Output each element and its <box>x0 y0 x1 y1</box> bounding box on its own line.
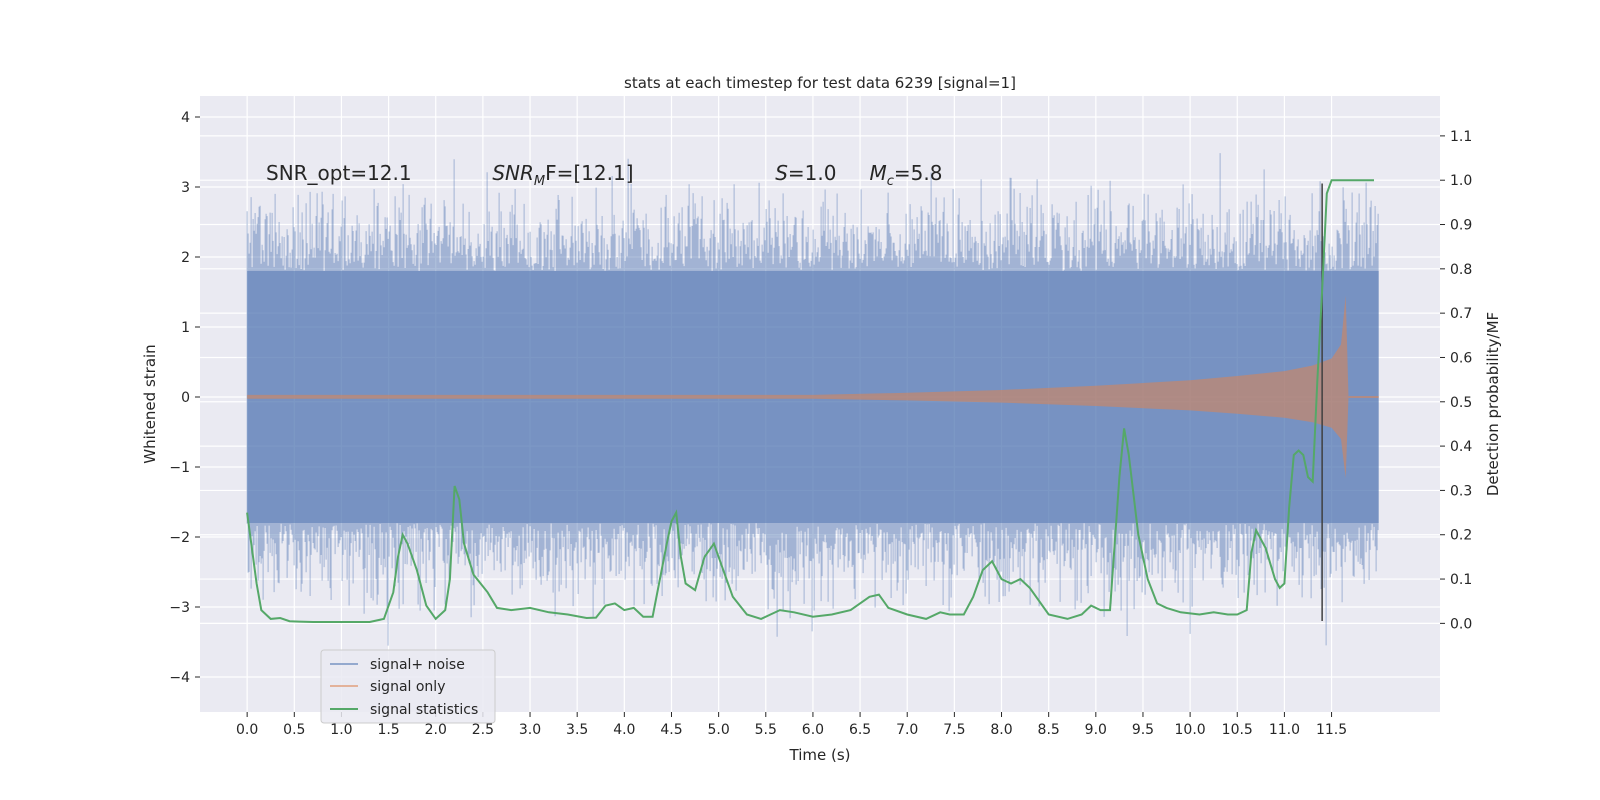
annotation-snr-mf: SNRMF=[12.1] <box>492 161 633 189</box>
y2-tick-label-7: 0.7 <box>1450 306 1472 322</box>
x-tick-label-5: 2.5 <box>472 722 494 738</box>
x-tick-label-3: 1.5 <box>377 722 399 738</box>
chirp-envelope <box>247 295 1349 479</box>
y2-tick-label-10: 1.0 <box>1450 173 1472 189</box>
y2-axis-label: Detection probability/MF <box>1484 312 1502 496</box>
y-axis-label: Whitened strain <box>141 344 159 463</box>
y-tick-label-8: 4 <box>181 110 190 126</box>
y-axis-left: −4 −3 −2 −1 0 1 2 3 4 <box>169 110 200 686</box>
x-tick-label-4: 2.0 <box>425 722 447 738</box>
y2-tick-label-6: 0.6 <box>1450 350 1472 366</box>
x-tick-label-0: 0.0 <box>236 722 258 738</box>
y-tick-label-2: −2 <box>169 530 190 546</box>
x-tick-label-7: 3.5 <box>566 722 588 738</box>
x-tick-label-17: 8.5 <box>1038 722 1060 738</box>
x-tick-label-9: 4.5 <box>660 722 682 738</box>
y2-tick-label-9: 0.9 <box>1450 218 1472 234</box>
y-axis-right: 0.0 0.1 0.2 0.3 0.4 0.5 0.6 0.7 0.8 0.9 1.0 1.1 <box>1440 129 1472 632</box>
x-tick-label-2: 1.0 <box>330 722 352 738</box>
y2-tick-label-11: 1.1 <box>1450 129 1472 145</box>
y2-tick-label-4: 0.4 <box>1450 439 1472 455</box>
chart-title: stats at each timestep for test data 623… <box>624 74 1016 92</box>
x-tick-label-18: 9.0 <box>1085 722 1107 738</box>
y-tick-label-4: 0 <box>181 390 190 406</box>
x-tick-label-10: 5.0 <box>707 722 729 738</box>
y2-tick-label-0: 0.0 <box>1450 616 1472 632</box>
x-tick-label-22: 11.0 <box>1269 722 1300 738</box>
y2-tick-label-8: 0.8 <box>1450 262 1472 278</box>
y-tick-label-0: −4 <box>169 670 190 686</box>
y2-tick-label-5: 0.5 <box>1450 395 1472 411</box>
y2-tick-label-1: 0.1 <box>1450 572 1472 588</box>
legend-label-signal-statistics: signal statistics <box>370 702 478 718</box>
annotation-mc: Mc=5.8 <box>870 161 943 189</box>
y-tick-label-6: 2 <box>181 250 190 266</box>
y-tick-label-7: 3 <box>181 180 190 196</box>
x-tick-label-15: 7.5 <box>943 722 965 738</box>
x-tick-label-8: 4.0 <box>613 722 635 738</box>
y-tick-label-1: −3 <box>169 600 190 616</box>
x-tick-label-6: 3.0 <box>519 722 541 738</box>
x-axis: 0.0 0.5 1.0 1.5 2.0 2.5 3.0 3.5 4.0 4.5 5.0 5.5 6.0 6… <box>236 712 1347 738</box>
y2-tick-label-2: 0.2 <box>1450 528 1472 544</box>
signal-statistics-line <box>246 179 1374 623</box>
signal-only-series <box>247 183 1379 621</box>
y-tick-label-3: −1 <box>169 460 190 476</box>
y2-tick-label-3: 0.3 <box>1450 483 1472 499</box>
signal-statistics-series <box>246 179 1374 623</box>
x-tick-label-12: 6.0 <box>802 722 824 738</box>
x-tick-label-20: 10.0 <box>1175 722 1206 738</box>
x-tick-label-13: 6.5 <box>849 722 871 738</box>
annotation-snr-opt: SNR_opt=12.1 <box>266 161 412 185</box>
y-tick-label-5: 1 <box>181 320 190 336</box>
legend-label-signal-plus-noise: signal+ noise <box>370 657 465 673</box>
annotation-s: S=1.0 <box>775 161 836 185</box>
annotations: SNR_opt=12.1 SNRMF=[12.1] S=1.0 Mc=5.8 <box>266 161 942 189</box>
x-tick-label-23: 11.5 <box>1316 722 1347 738</box>
legend-box <box>320 649 496 724</box>
x-tick-label-1: 0.5 <box>283 722 305 738</box>
legend: signal+ noise signal only signal statist… <box>320 649 496 724</box>
x-axis-label: Time (s) <box>789 746 851 764</box>
x-tick-label-11: 5.5 <box>755 722 777 738</box>
legend-label-signal-only: signal only <box>370 679 445 695</box>
x-tick-label-19: 9.5 <box>1132 722 1154 738</box>
x-tick-label-14: 7.0 <box>896 722 918 738</box>
x-tick-label-16: 8.0 <box>990 722 1012 738</box>
x-tick-label-21: 10.5 <box>1222 722 1253 738</box>
